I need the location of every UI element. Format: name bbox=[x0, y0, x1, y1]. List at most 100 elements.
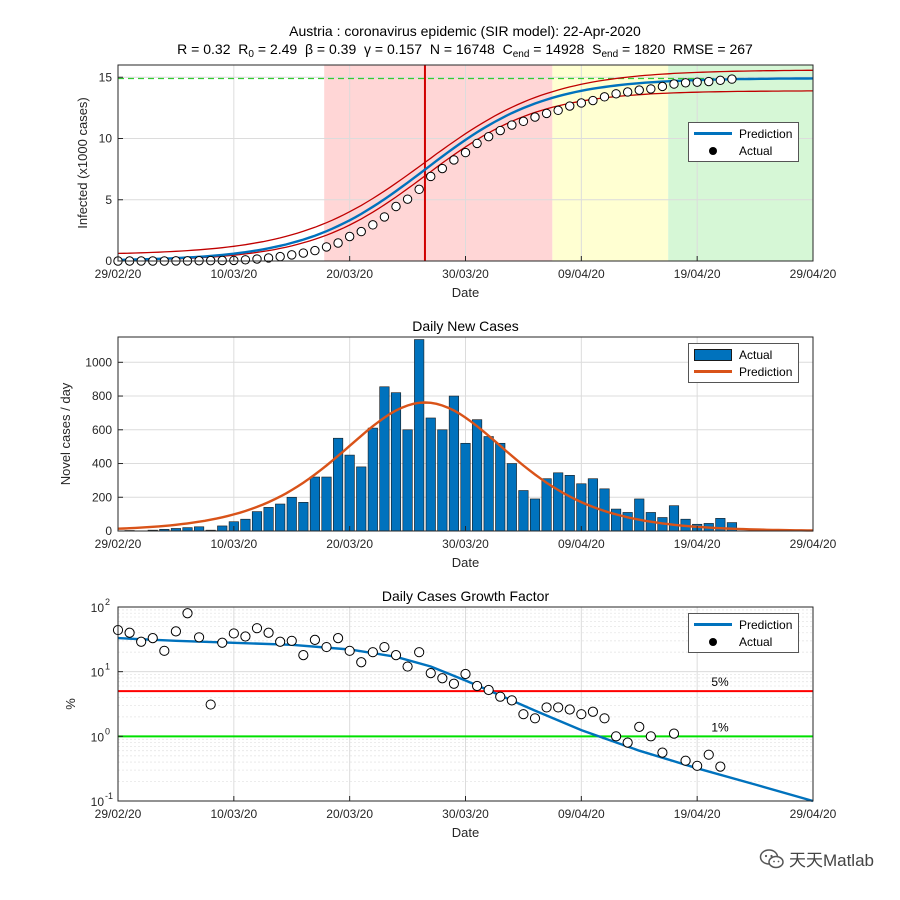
daily-cases-bar bbox=[529, 498, 541, 532]
y-tick-label: 10 bbox=[91, 730, 105, 744]
daily-cases-bar bbox=[251, 511, 263, 532]
x-tick-label: 29/04/20 bbox=[790, 807, 837, 821]
actual-point bbox=[541, 108, 552, 119]
daily-cases-bar bbox=[564, 475, 575, 532]
actual-point bbox=[182, 608, 193, 619]
daily-cases-bar bbox=[622, 512, 633, 532]
actual-point bbox=[668, 728, 680, 739]
actual-point bbox=[460, 668, 471, 680]
actual-point bbox=[634, 85, 644, 95]
legend-item-actual: Actual bbox=[693, 633, 792, 650]
actual-point bbox=[263, 627, 274, 638]
daily-cases-bar bbox=[553, 472, 564, 532]
x-tick-label: 20/03/20 bbox=[326, 807, 373, 821]
x-axis-label: Date bbox=[452, 825, 479, 840]
infected-panel: 29/02/20 10/03/20 20/03/20 30/03/20 09/04/20… bbox=[75, 64, 837, 300]
reference-line-label: 1% bbox=[711, 720, 729, 734]
legend-label: Actual bbox=[739, 143, 773, 158]
legend-item-prediction: Prediction bbox=[693, 363, 792, 380]
x-tick-label: 10/03/20 bbox=[210, 807, 257, 821]
param-c-value: 14928 bbox=[545, 41, 585, 57]
param-n-value: 16748 bbox=[455, 41, 495, 57]
actual-point bbox=[565, 101, 575, 111]
param-s-label: S bbox=[592, 41, 602, 57]
x-tick-label: 20/03/20 bbox=[326, 537, 373, 551]
line-swatch-icon bbox=[694, 623, 732, 626]
param-c-eq: = bbox=[529, 41, 546, 57]
x-tick-label: 30/03/20 bbox=[442, 537, 489, 551]
actual-point bbox=[252, 254, 262, 264]
actual-point bbox=[680, 78, 691, 88]
x-tick-label: 30/03/20 bbox=[442, 267, 489, 281]
confidence-upper-line bbox=[117, 69, 813, 255]
actual-point bbox=[634, 721, 645, 732]
y-tick-label: 200 bbox=[92, 490, 112, 504]
daily-cases-bar bbox=[668, 505, 680, 532]
legend-item-prediction: Prediction bbox=[693, 616, 792, 633]
daily-cases-bar bbox=[634, 498, 645, 532]
legend-item-actual: Actual bbox=[693, 346, 792, 363]
param-s-value: 1820 bbox=[634, 41, 666, 57]
line-swatch-icon bbox=[694, 370, 732, 373]
actual-point bbox=[703, 749, 714, 760]
param-r-value: 0.32 bbox=[203, 41, 231, 57]
daily-cases-bar bbox=[240, 518, 251, 532]
actual-point bbox=[495, 691, 506, 702]
actual-point bbox=[333, 238, 343, 248]
actual-point bbox=[472, 138, 482, 149]
actual-point bbox=[483, 684, 494, 696]
legend-label: Prediction bbox=[739, 126, 793, 141]
actual-point bbox=[391, 201, 401, 212]
param-beta-label: β = bbox=[304, 41, 329, 57]
actual-point bbox=[599, 713, 610, 724]
actual-point bbox=[368, 220, 378, 230]
actual-point bbox=[321, 641, 332, 653]
legend-label: Prediction bbox=[739, 617, 793, 632]
actual-point bbox=[692, 760, 703, 771]
prediction-line bbox=[117, 636, 814, 803]
actual-point bbox=[437, 673, 448, 684]
actual-point bbox=[622, 737, 633, 748]
actual-point bbox=[356, 657, 367, 668]
daily-cases-bar bbox=[379, 386, 390, 532]
actual-point bbox=[402, 194, 413, 204]
daily-cases-bar bbox=[321, 476, 332, 532]
actual-point bbox=[599, 92, 610, 102]
x-tick-label: 10/03/20 bbox=[210, 267, 257, 281]
actual-point bbox=[507, 120, 517, 130]
daily-cases-bar bbox=[448, 395, 459, 532]
actual-point bbox=[286, 635, 297, 646]
y-tick-label: 5 bbox=[105, 193, 112, 207]
actual-point bbox=[622, 87, 633, 97]
daily-cases-bar bbox=[495, 442, 506, 532]
bar-swatch-icon bbox=[694, 348, 732, 361]
actual-point bbox=[298, 248, 309, 258]
param-r0-eq: = bbox=[253, 41, 270, 57]
param-gamma-value: 0.157 bbox=[386, 41, 423, 57]
actual-point bbox=[344, 231, 355, 242]
model-parameters: R = 0.32 R0 = 2.49 β = 0.39 γ = 0.157 N … bbox=[0, 41, 900, 60]
x-tick-label: 29/04/20 bbox=[790, 267, 837, 281]
line-swatch-icon bbox=[694, 132, 732, 135]
y-tick-label: 10 bbox=[91, 601, 105, 615]
actual-point bbox=[240, 255, 251, 265]
actual-point bbox=[263, 253, 274, 263]
daily-cases-bar bbox=[472, 419, 483, 532]
actual-point bbox=[530, 112, 540, 122]
param-r0-label: R bbox=[238, 41, 249, 57]
x-tick-label: 19/04/20 bbox=[674, 807, 721, 821]
legend-infected: Prediction Actual bbox=[688, 122, 800, 162]
actual-point bbox=[506, 695, 517, 706]
actual-point bbox=[240, 631, 251, 642]
panel-title: Daily New Cases bbox=[412, 318, 519, 334]
daily-cases-bar bbox=[309, 476, 320, 532]
daily-cases-bar bbox=[217, 525, 228, 532]
actual-point bbox=[309, 634, 321, 645]
param-r-label: R = bbox=[177, 41, 204, 57]
x-tick-label: 30/03/20 bbox=[442, 807, 489, 821]
dot-swatch-icon bbox=[709, 146, 717, 155]
actual-point bbox=[425, 668, 436, 679]
y-axis-label: % bbox=[63, 698, 78, 710]
watermark-text: 天天Matlab bbox=[788, 851, 874, 870]
actual-point bbox=[332, 633, 344, 644]
